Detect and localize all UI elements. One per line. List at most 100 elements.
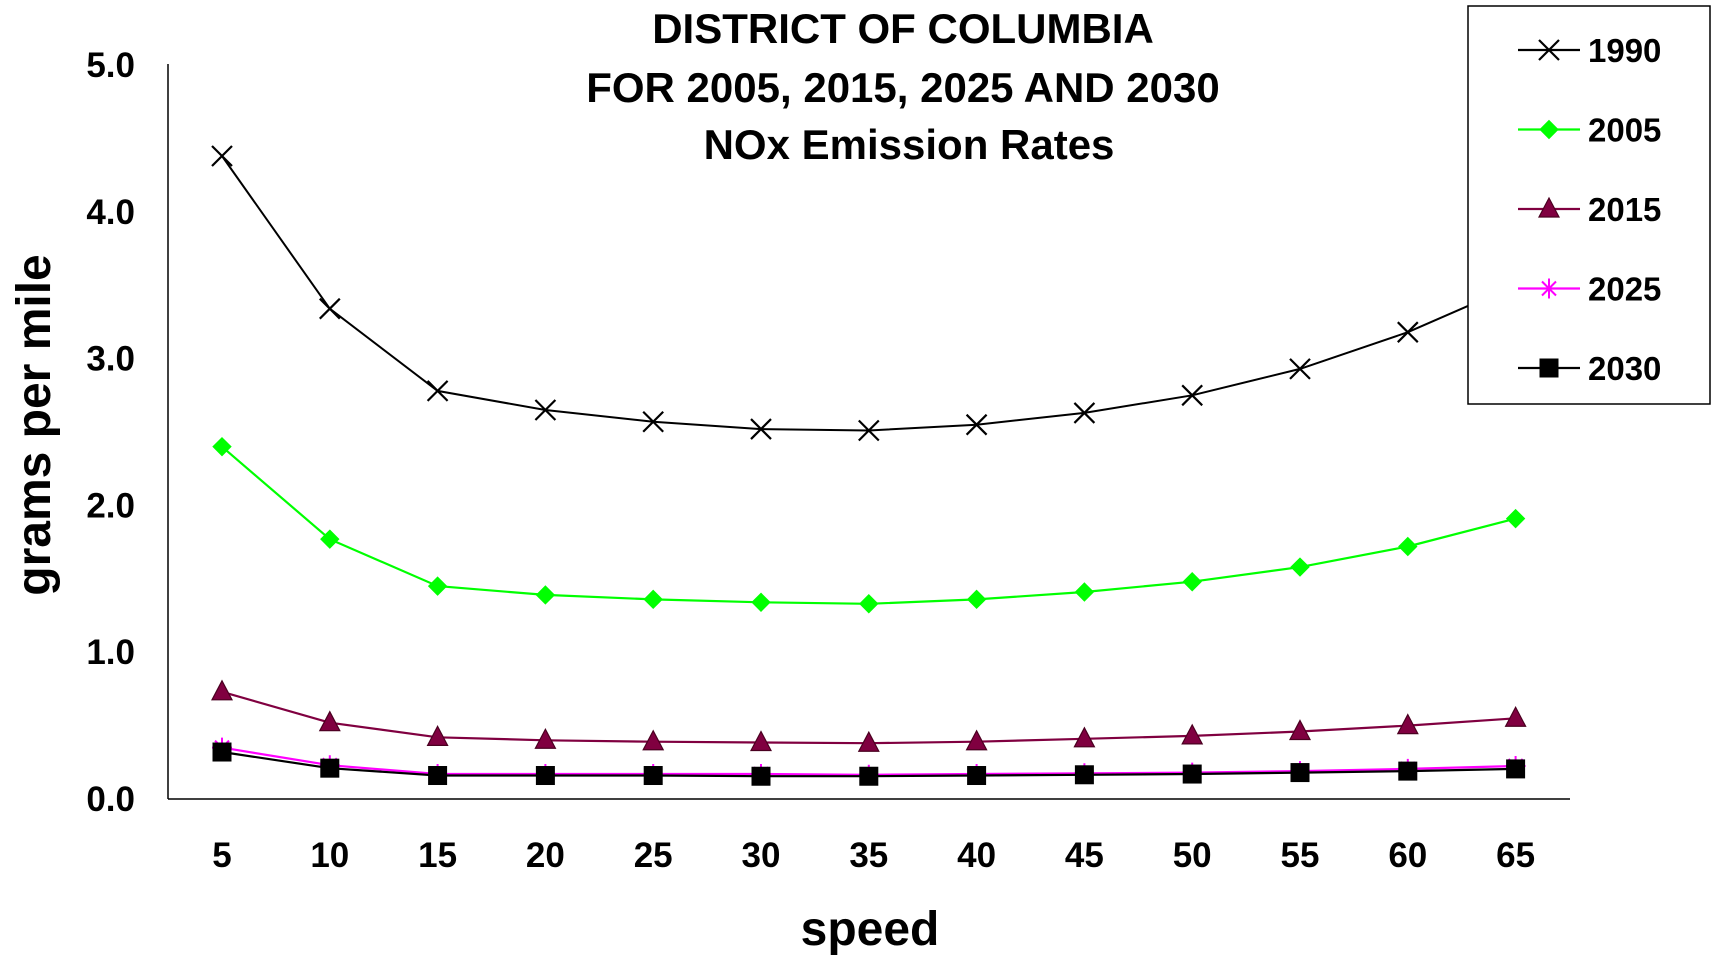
chart-title: DISTRICT OF COLUMBIA FOR 2005, 2015, 202… [586,5,1220,168]
data-point [1181,723,1204,745]
legend-item-2015: 2015 [1518,191,1661,228]
data-point [1289,719,1311,741]
data-point [1396,713,1419,735]
data-point [859,594,879,614]
y-axis-label: grams per mile [8,254,61,595]
data-point [1539,358,1559,378]
y-tick-label: 2.0 [86,486,135,525]
data-point [643,766,663,786]
y-tick-label: 3.0 [86,340,135,379]
data-point [965,413,988,436]
legend: 1990 2005 2015 2025 2030 [1467,5,1711,405]
data-point [534,727,557,749]
series-2015 [211,679,1527,752]
data-point [1074,765,1094,785]
data-point [858,419,880,442]
x-tick-label: 50 [1173,836,1212,875]
y-axis-ticks: 0.0 1.0 2.0 3.0 4.0 5.0 [86,46,135,819]
series-line [221,155,1516,432]
data-point [319,297,341,320]
data-point [857,730,880,752]
x-tick-label: 10 [310,836,349,875]
data-point [428,766,448,786]
data-point [1506,759,1526,779]
data-point [1539,119,1559,140]
data-point [1073,402,1096,424]
data-point [965,729,988,751]
data-point [750,418,772,440]
x-tick-label: 45 [1065,836,1104,875]
data-point [426,725,449,746]
data-point [1182,764,1202,784]
data-point [320,529,340,549]
x-tick-label: 15 [418,836,457,875]
legend-item-1990: 1990 [1518,32,1661,69]
legend-box [1467,5,1711,405]
data-point [1398,761,1418,781]
x-tick-label: 55 [1281,836,1320,875]
data-point [212,742,232,762]
data-point [1182,572,1202,592]
series-1990 [211,145,1527,442]
data-point [1289,358,1311,380]
chart-title-line-3: NOx Emission Rates [704,121,1115,168]
x-tick-label: 35 [849,836,888,875]
legend-label: 2030 [1588,350,1661,387]
legend-label: 2005 [1588,112,1661,149]
data-point [318,710,341,732]
x-axis-label: speed [801,903,940,956]
data-point [1505,508,1526,529]
chart-title-line-2: FOR 2005, 2015, 2025 AND 2030 [586,64,1220,111]
data-point [1290,763,1310,783]
data-point [1504,705,1527,727]
data-point [1074,582,1095,602]
data-point [1290,557,1310,577]
data-point [1073,726,1096,748]
legend-item-2030: 2030 [1518,350,1661,387]
data-point [1398,536,1418,557]
data-point [1397,321,1419,343]
data-point [642,729,665,751]
y-tick-label: 1.0 [86,633,135,672]
x-tick-label: 40 [957,836,996,875]
data-point [212,436,232,457]
x-axis-ticks: 5 10 15 20 25 30 35 40 45 50 55 60 65 [212,836,1535,875]
data-point [535,766,555,786]
y-tick-label: 5.0 [86,46,135,85]
x-tick-label: 30 [742,836,781,875]
x-tick-label: 5 [212,836,231,875]
data-point [211,679,233,701]
y-tick-label: 4.0 [86,193,135,232]
data-point [1538,196,1560,218]
data-point [427,576,448,596]
data-point [211,145,233,167]
series-2005 [212,436,1526,614]
x-tick-label: 60 [1388,836,1427,875]
legend-label: 2025 [1588,271,1661,308]
data-point [966,589,987,610]
x-tick-label: 65 [1496,836,1535,875]
series-line [221,445,1516,605]
data-point [426,380,449,402]
legend-item-2005: 2005 [1518,112,1661,149]
data-point [751,766,771,786]
data-point [751,592,771,612]
data-point [859,766,879,786]
data-point [1538,39,1560,61]
legend-label: 2015 [1588,191,1661,228]
data-point [643,589,663,610]
data-point [320,758,340,778]
data-point [1181,384,1203,407]
series-group [211,145,1527,786]
x-tick-label: 20 [526,836,565,875]
data-point [750,730,772,752]
series-2030 [212,742,1526,786]
data-point [1539,278,1559,299]
data-point [535,585,556,605]
data-point [534,399,557,421]
legend-item-2025: 2025 [1518,271,1661,308]
data-point [967,766,987,786]
y-tick-label: 0.0 [86,780,135,819]
data-point [642,410,664,433]
